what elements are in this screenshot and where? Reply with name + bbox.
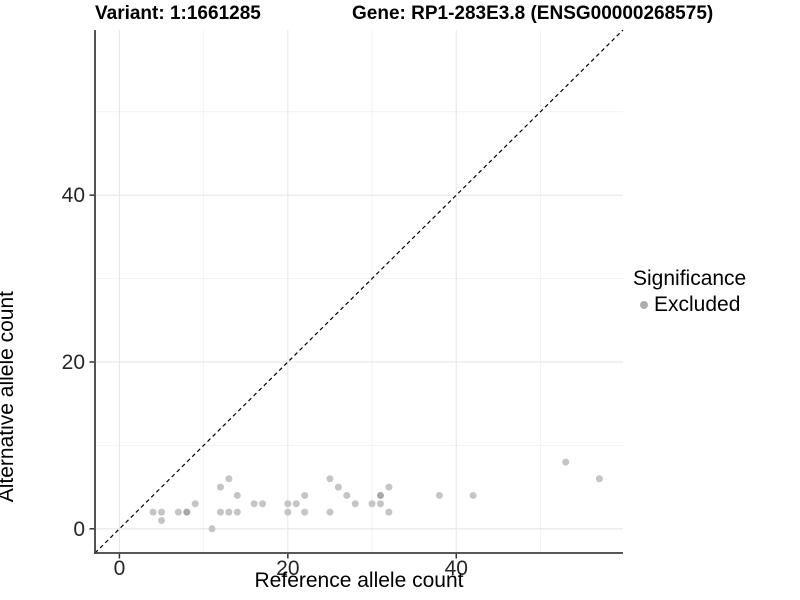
scatter-point (158, 516, 166, 524)
x-axis-title: Reference allele count (254, 569, 464, 592)
y-tick-label: 20 (62, 351, 85, 374)
scatter-point (259, 500, 267, 508)
scatter-point (233, 491, 241, 499)
scatter-point (595, 475, 603, 483)
legend: Significance Excluded (633, 267, 746, 317)
excluded-marker-icon (640, 301, 648, 309)
scatter-point (225, 508, 233, 516)
scatter-point (301, 508, 309, 516)
gene-title: Gene: RP1-283E3.8 (ENSG00000268575) (352, 3, 714, 24)
scatter-point (385, 508, 393, 516)
scatter-point (216, 483, 224, 491)
scatter-point (385, 483, 393, 491)
y-axis-title-text: Alternative allele count (0, 290, 18, 503)
scatter-point (469, 491, 477, 499)
scatter-point (158, 508, 166, 516)
scatter-point (562, 458, 570, 466)
x-tick-label: 0 (114, 557, 126, 580)
scatter-point (368, 500, 376, 508)
legend-item-label: Excluded (654, 293, 741, 316)
scatter-point (225, 475, 233, 483)
scatter-point (351, 500, 359, 508)
scatter-point (435, 491, 443, 499)
scatter-point (191, 500, 199, 508)
x-tick-label: 40 (445, 557, 468, 580)
y-tick-label: 40 (62, 184, 85, 207)
scatter-point (301, 491, 309, 499)
scatter-point (343, 491, 351, 499)
scatter-point (376, 500, 384, 508)
identity-line (94, 29, 624, 554)
x-tick-label: 20 (276, 557, 299, 580)
scatter-point (208, 525, 216, 533)
scatter-point (216, 508, 224, 516)
scatter-point (183, 508, 191, 516)
scatter-point (326, 508, 334, 516)
variant-title: Variant: 1:1661285 (95, 3, 261, 24)
scatter-point (284, 508, 292, 516)
legend-title: Significance (633, 267, 747, 290)
scatter-point (334, 483, 342, 491)
scatter-point (174, 508, 182, 516)
scatter-point (284, 500, 292, 508)
y-tick-label: 0 (73, 518, 85, 541)
legend-item-excluded: Excluded (640, 293, 746, 317)
scatter-point (233, 508, 241, 516)
scatter-point (250, 500, 258, 508)
scatter-point (149, 508, 157, 516)
scatter-point (326, 475, 334, 483)
scatter-point (292, 500, 300, 508)
scatter-point (376, 491, 384, 499)
